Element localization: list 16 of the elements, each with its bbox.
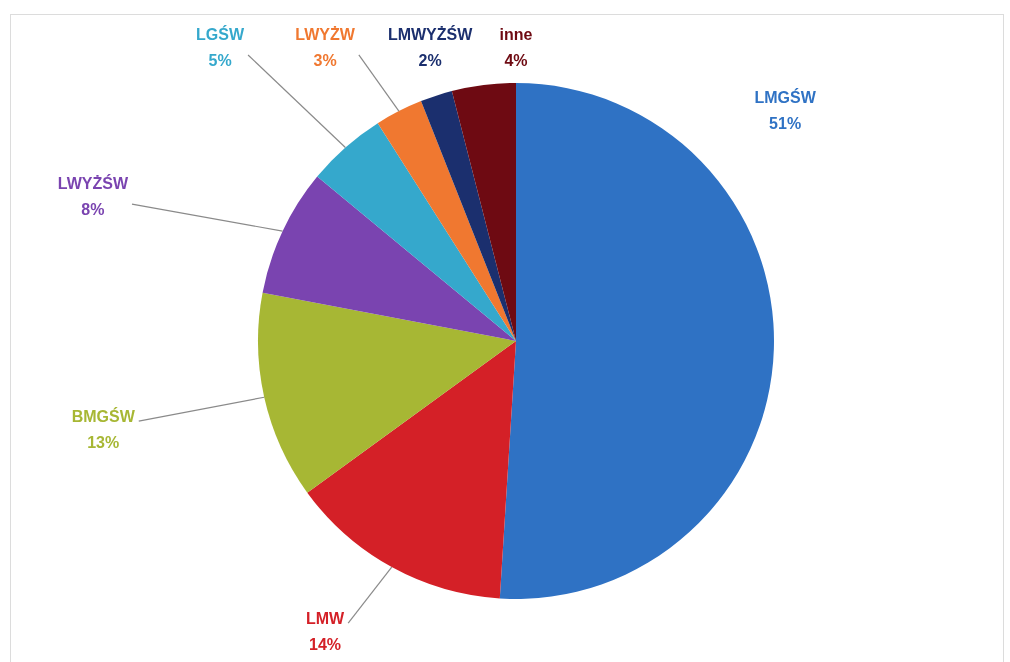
slice-label: BMGŚW xyxy=(71,407,136,426)
slice-label: LMGŚW xyxy=(754,88,817,107)
data-label: 8% xyxy=(81,201,105,219)
data-label: 4% xyxy=(504,52,528,70)
data-label: 14% xyxy=(309,636,342,654)
slice-label: LMWYŻŚW xyxy=(387,25,474,44)
slice-label: LGŚW xyxy=(196,25,245,44)
slice-label: LWYŻŚW xyxy=(57,174,129,193)
slice-label: LMW xyxy=(305,610,346,628)
slice-label: LWYŻW xyxy=(295,26,356,44)
slice-label: inne xyxy=(499,26,533,44)
data-label: 5% xyxy=(208,52,232,70)
data-label: 13% xyxy=(87,434,120,452)
data-label: 51% xyxy=(769,115,802,133)
data-label: 2% xyxy=(418,52,442,70)
data-label: 3% xyxy=(313,52,337,70)
